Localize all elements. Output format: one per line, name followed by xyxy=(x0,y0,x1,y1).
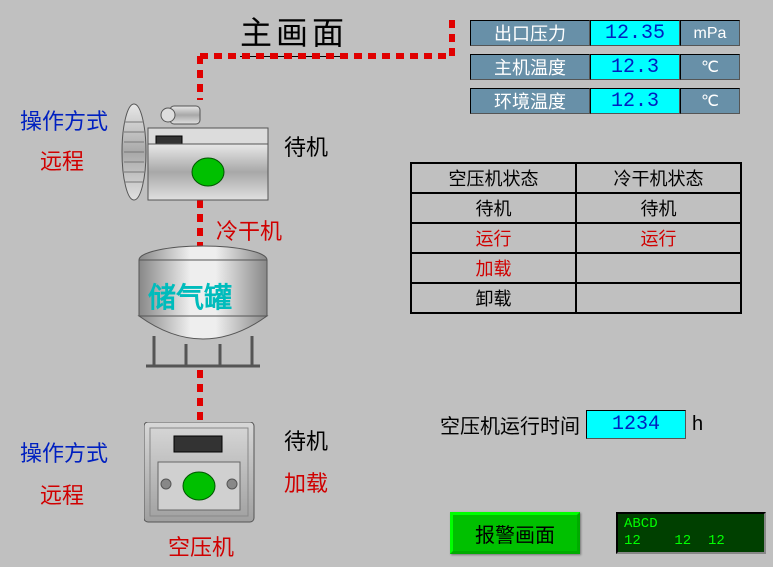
runtime-label: 空压机运行时间 xyxy=(440,410,580,439)
table-row: 加载 xyxy=(411,253,741,283)
op-mode-label-2: 操作方式 xyxy=(20,436,108,468)
reading-value: 12.3 xyxy=(590,88,680,114)
tank-name: 储气罐 xyxy=(148,276,232,316)
compressor-name: 空压机 xyxy=(168,530,234,562)
reading-label: 主机温度 xyxy=(470,54,590,80)
dryer-icon xyxy=(120,92,280,212)
readings-panel: 出口压力 12.35 mPa 主机温度 12.3 ℃ 环境温度 12.3 ℃ xyxy=(470,20,740,122)
reading-row-host-temp: 主机温度 12.3 ℃ xyxy=(470,54,740,80)
reading-row-outlet-pressure: 出口压力 12.35 mPa xyxy=(470,20,740,46)
reading-row-env-temp: 环境温度 12.3 ℃ xyxy=(470,88,740,114)
page-title: 主画面 xyxy=(240,8,348,57)
info-line-1: ABCD xyxy=(624,516,758,533)
op-mode-value-2: 远程 xyxy=(40,478,84,510)
status-table: 空压机状态 冷干机状态 待机 待机 运行 运行 加载 卸载 xyxy=(410,162,742,314)
runtime-value: 1234 xyxy=(586,410,686,439)
reading-value: 12.3 xyxy=(590,54,680,80)
status-table-header-dryer: 冷干机状态 xyxy=(576,163,741,193)
compressor-status: 待机 xyxy=(284,424,328,456)
table-row: 卸载 xyxy=(411,283,741,313)
runtime-row: 空压机运行时间 1234 h xyxy=(440,410,703,439)
info-line-2: 12 12 12 xyxy=(624,533,758,550)
runtime-unit: h xyxy=(692,413,703,436)
reading-unit: ℃ xyxy=(680,54,740,80)
reading-label: 出口压力 xyxy=(470,20,590,46)
table-row: 运行 运行 xyxy=(411,223,741,253)
op-mode-value: 远程 xyxy=(40,144,84,176)
compressor-icon xyxy=(144,422,264,532)
table-row: 待机 待机 xyxy=(411,193,741,223)
op-mode-label: 操作方式 xyxy=(20,104,108,136)
dryer-name: 冷干机 xyxy=(216,214,282,246)
reading-label: 环境温度 xyxy=(470,88,590,114)
info-display: ABCD 12 12 12 xyxy=(616,512,766,554)
reading-unit: mPa xyxy=(680,20,740,46)
reading-unit: ℃ xyxy=(680,88,740,114)
reading-value: 12.35 xyxy=(590,20,680,46)
status-table-header-compressor: 空压机状态 xyxy=(411,163,576,193)
alarm-button[interactable]: 报警画面 xyxy=(450,512,580,554)
dryer-status: 待机 xyxy=(284,130,328,162)
compressor-load: 加载 xyxy=(284,466,328,498)
